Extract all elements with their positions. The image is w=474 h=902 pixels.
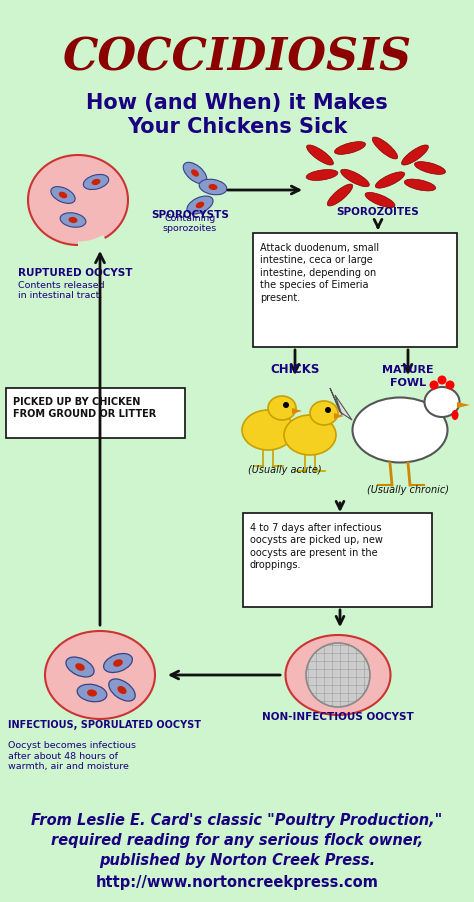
Circle shape xyxy=(325,407,331,413)
Ellipse shape xyxy=(341,170,369,187)
Ellipse shape xyxy=(104,654,132,673)
Ellipse shape xyxy=(328,184,353,206)
FancyBboxPatch shape xyxy=(6,388,185,438)
Polygon shape xyxy=(292,408,302,414)
Polygon shape xyxy=(330,388,352,420)
Text: SPOROCYSTS: SPOROCYSTS xyxy=(151,210,229,220)
Ellipse shape xyxy=(60,213,86,227)
Text: FOWL: FOWL xyxy=(390,378,426,388)
FancyBboxPatch shape xyxy=(253,233,457,347)
Text: Oocyst becomes infectious
after about 48 hours of
warmth, air and moisture: Oocyst becomes infectious after about 48… xyxy=(8,741,136,771)
Ellipse shape xyxy=(109,679,135,701)
Text: Contents released
in intestinal tract.: Contents released in intestinal tract. xyxy=(18,281,105,300)
Ellipse shape xyxy=(69,217,77,223)
Ellipse shape xyxy=(199,179,227,195)
Text: NON-INFECTIOUS OOCYST: NON-INFECTIOUS OOCYST xyxy=(262,712,414,722)
Text: From Leslie E. Card's classic "Poultry Production,": From Leslie E. Card's classic "Poultry P… xyxy=(31,813,443,827)
Ellipse shape xyxy=(59,192,67,198)
Text: How (and When) it Makes
Your Chickens Sick: How (and When) it Makes Your Chickens Si… xyxy=(86,93,388,137)
Ellipse shape xyxy=(452,410,458,420)
Text: INFECTIOUS, SPORULATED OOCYST: INFECTIOUS, SPORULATED OOCYST xyxy=(8,720,201,730)
Ellipse shape xyxy=(375,172,405,189)
Text: http://www.nortoncreekpress.com: http://www.nortoncreekpress.com xyxy=(96,875,378,889)
Circle shape xyxy=(306,643,370,707)
Ellipse shape xyxy=(187,196,213,214)
Ellipse shape xyxy=(45,631,155,719)
Ellipse shape xyxy=(401,145,428,165)
Ellipse shape xyxy=(196,202,204,208)
Ellipse shape xyxy=(242,410,294,450)
Ellipse shape xyxy=(118,686,127,694)
Text: (Usually chronic): (Usually chronic) xyxy=(367,485,449,495)
Text: MATURE: MATURE xyxy=(382,365,434,375)
Ellipse shape xyxy=(51,187,75,203)
Ellipse shape xyxy=(28,155,128,245)
Ellipse shape xyxy=(75,663,85,671)
Text: published by Norton Creek Press.: published by Norton Creek Press. xyxy=(99,852,375,868)
Text: SPOROZOITES: SPOROZOITES xyxy=(337,207,419,217)
Text: Attack duodenum, small
intestine, ceca or large
intestine, depending on
the spec: Attack duodenum, small intestine, ceca o… xyxy=(260,243,379,302)
Text: (Usually acute): (Usually acute) xyxy=(248,465,322,475)
Ellipse shape xyxy=(414,161,446,174)
Ellipse shape xyxy=(77,685,107,702)
Circle shape xyxy=(283,402,289,408)
Polygon shape xyxy=(334,413,344,419)
Ellipse shape xyxy=(429,381,438,390)
Ellipse shape xyxy=(446,381,455,390)
Text: required reading for any serious flock owner,: required reading for any serious flock o… xyxy=(51,833,423,848)
Ellipse shape xyxy=(83,174,109,189)
Ellipse shape xyxy=(404,179,436,191)
Ellipse shape xyxy=(285,635,391,715)
Ellipse shape xyxy=(91,179,100,185)
Text: COCCIDIOSIS: COCCIDIOSIS xyxy=(63,36,411,79)
Ellipse shape xyxy=(87,689,97,696)
Ellipse shape xyxy=(307,145,333,165)
Text: PICKED UP BY CHICKEN
FROM GROUND OR LITTER: PICKED UP BY CHICKEN FROM GROUND OR LITT… xyxy=(13,397,156,419)
Ellipse shape xyxy=(310,401,338,425)
Ellipse shape xyxy=(209,184,218,190)
Ellipse shape xyxy=(183,162,207,184)
Ellipse shape xyxy=(113,659,123,667)
Text: RUPTURED OOCYST: RUPTURED OOCYST xyxy=(18,268,133,278)
FancyBboxPatch shape xyxy=(243,513,432,607)
Ellipse shape xyxy=(373,137,398,159)
Text: Containing
sporozoites: Containing sporozoites xyxy=(163,214,217,233)
Ellipse shape xyxy=(335,142,365,154)
Ellipse shape xyxy=(306,170,338,180)
Ellipse shape xyxy=(191,170,199,177)
Ellipse shape xyxy=(365,192,395,207)
Ellipse shape xyxy=(268,396,296,420)
Text: 4 to 7 days after infectious
oocysts are picked up, new
oocysts are present in t: 4 to 7 days after infectious oocysts are… xyxy=(250,523,383,570)
Ellipse shape xyxy=(353,398,447,463)
Text: CHICKS: CHICKS xyxy=(270,363,319,376)
Ellipse shape xyxy=(284,415,336,455)
Ellipse shape xyxy=(425,387,459,417)
Ellipse shape xyxy=(66,657,94,677)
Polygon shape xyxy=(457,402,470,408)
Ellipse shape xyxy=(438,375,447,384)
